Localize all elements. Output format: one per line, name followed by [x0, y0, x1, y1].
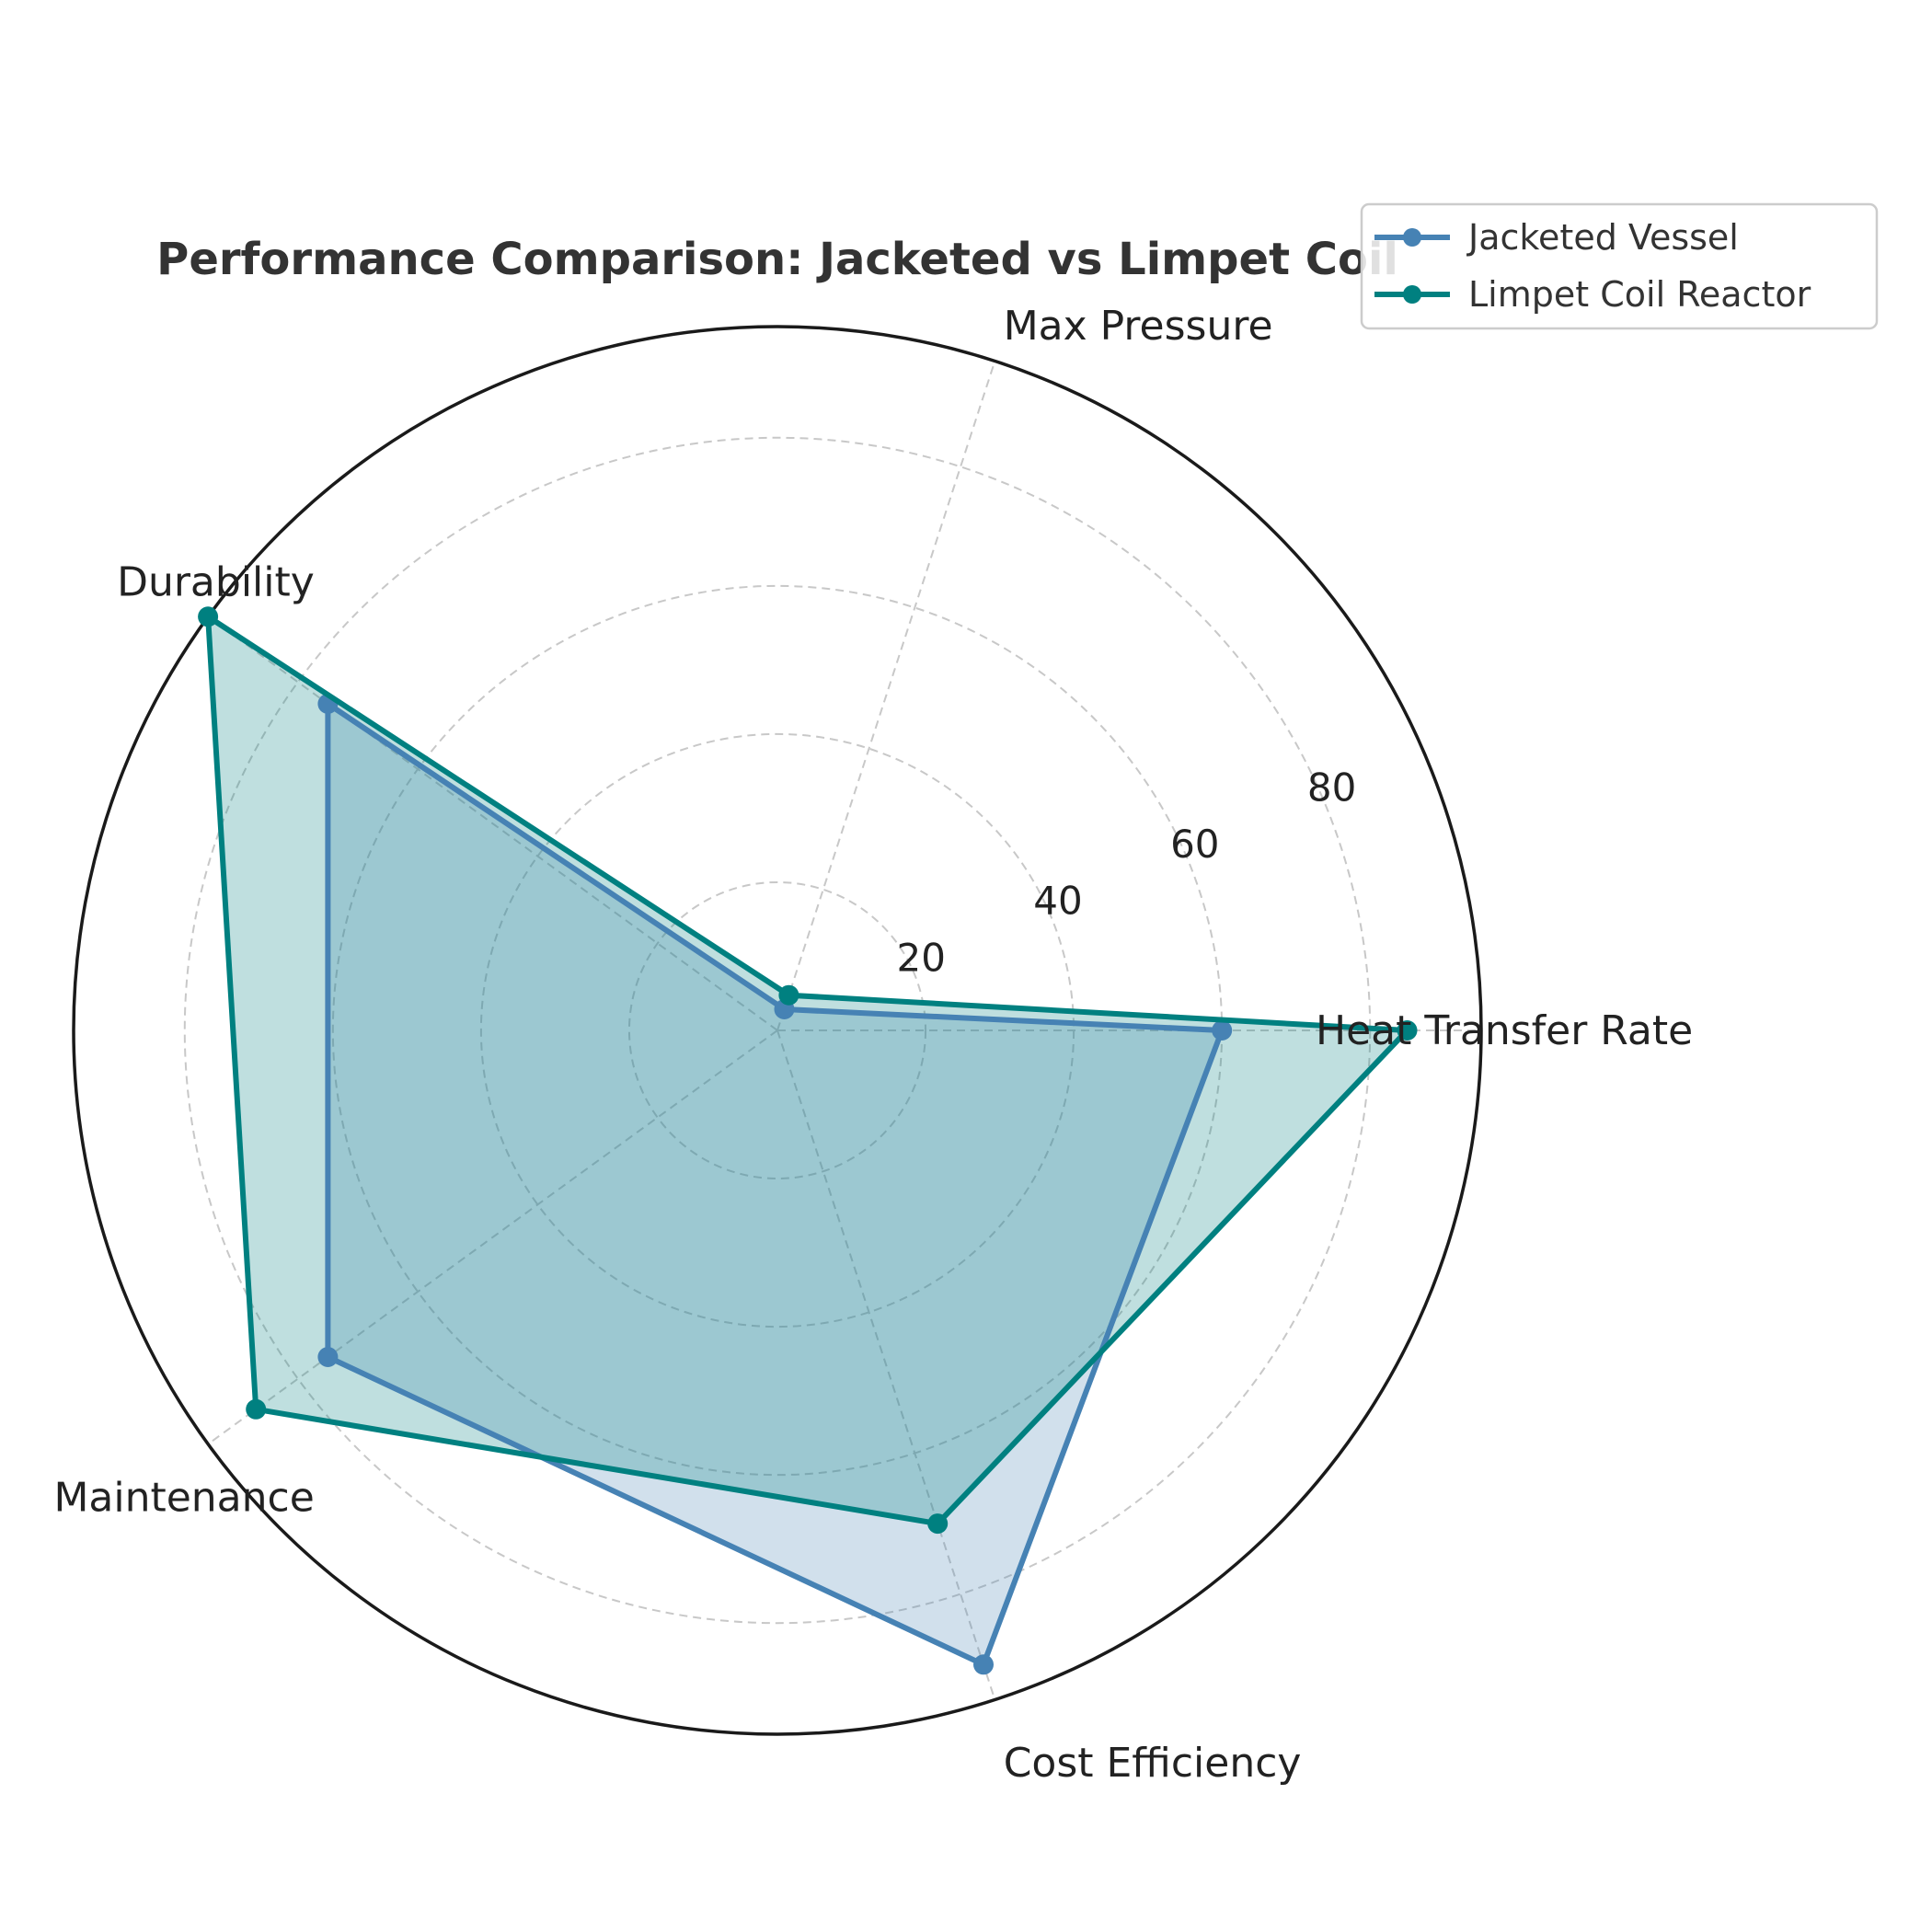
- axis-label-max-pressure: Max Pressure: [1004, 303, 1273, 350]
- legend-marker-limpet-coil-reactor: [1403, 285, 1421, 304]
- series-fill-limpet-coil-reactor: [208, 616, 1408, 1524]
- chart-title: Performance Comparison: Jacketed vs Limp…: [156, 234, 1398, 285]
- axis-label-heat-transfer-rate: Heat Transfer Rate: [1316, 1007, 1693, 1054]
- grid-ring-20: [627, 880, 927, 1180]
- outer-ring: [72, 325, 1483, 1736]
- legend-label-jacketed-vessel: Jacketed Vessel: [1466, 217, 1739, 258]
- point-limpet-coil-reactor-cost-efficiency: [927, 1513, 949, 1535]
- axis-label-durability: Durability: [117, 559, 315, 606]
- point-limpet-coil-reactor-max-pressure: [778, 984, 799, 1006]
- axis-label-cost-efficiency: Cost Efficiency: [1004, 1740, 1302, 1787]
- point-jacketed-vessel-maintenance: [317, 1347, 339, 1367]
- point-limpet-coil-reactor-durability: [198, 606, 219, 627]
- axis-labels: 20 40 60 80 Heat Transfer Rate Max Pressure Du…: [53, 303, 1693, 1787]
- spoke-durability: [207, 615, 778, 1031]
- tick-label-40: 40: [1033, 879, 1082, 924]
- series-line-jacketed-vessel: [325, 701, 1225, 1668]
- legend-marker-jacketed-vessel: [1403, 228, 1421, 247]
- tick-label-80: 80: [1307, 765, 1356, 810]
- series-line-limpet-coil-reactor: [205, 614, 1410, 1527]
- legend-label-limpet-coil-reactor: Limpet Coil Reactor: [1468, 274, 1811, 315]
- series-group: [198, 606, 1418, 1675]
- legend-frame: [1360, 202, 1879, 330]
- spoke-cost-efficiency: [776, 1029, 996, 1700]
- point-limpet-coil-reactor-maintenance: [246, 1398, 267, 1420]
- legend: Jacketed Vessel Limpet Coil Reactor: [1360, 202, 1879, 330]
- axis-label-maintenance: Maintenance: [53, 1474, 314, 1521]
- tick-label-60: 60: [1170, 822, 1219, 867]
- point-limpet-coil-reactor-heat-transfer-rate: [1397, 1020, 1418, 1041]
- tick-label-20: 20: [896, 935, 945, 980]
- point-jacketed-vessel-heat-transfer-rate: [1212, 1020, 1233, 1041]
- point-jacketed-vessel-cost-efficiency: [973, 1654, 994, 1675]
- spoke-maintenance: [207, 1029, 778, 1445]
- series-fill-jacketed-vessel: [328, 704, 1223, 1665]
- spoke-max-pressure: [776, 361, 996, 1031]
